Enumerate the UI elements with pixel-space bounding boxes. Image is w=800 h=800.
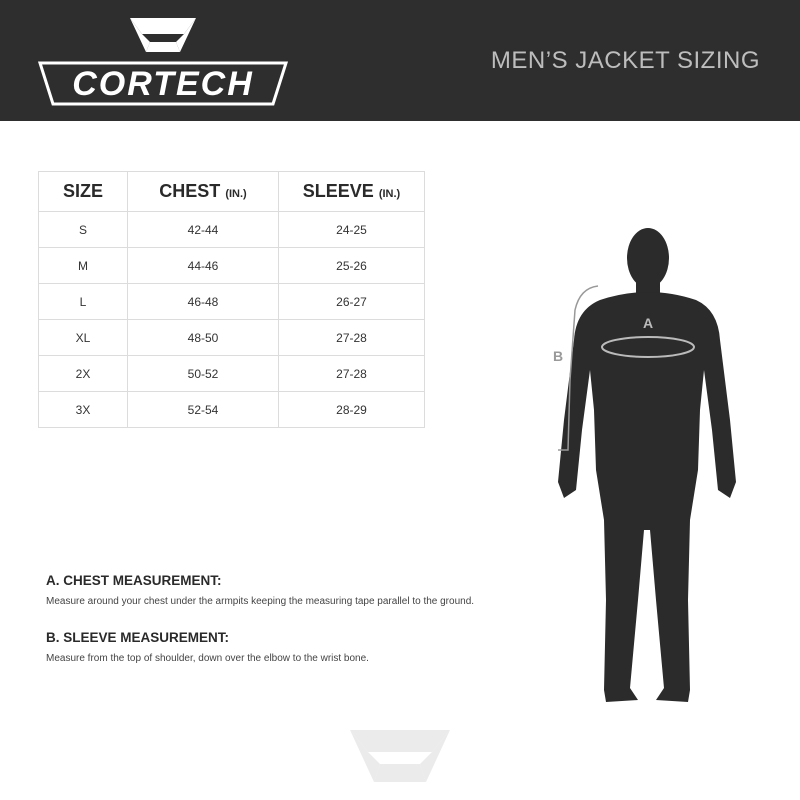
- chest-instructions: A. CHEST MEASUREMENT: Measure around you…: [46, 573, 474, 607]
- sleeve-cell: 24-25: [278, 211, 425, 248]
- cortech-watermark-icon: [350, 730, 450, 782]
- chest-cell: 46-48: [127, 283, 279, 320]
- size-cell: 3X: [38, 391, 128, 428]
- table-row: 3X 52-54 28-29: [38, 391, 425, 428]
- body-silhouette: A B: [553, 228, 736, 702]
- sleeve-cell: 25-26: [278, 247, 425, 284]
- table-row: XL 48-50 27-28: [38, 319, 425, 356]
- size-cell: L: [38, 283, 128, 320]
- sleeve-cell: 27-28: [278, 355, 425, 392]
- header: CORTECH MEN’S JACKET SIZING: [0, 0, 800, 121]
- table-header-row: SIZE CHEST (IN.) SLEEVE (IN.): [38, 171, 425, 212]
- label-a: A: [643, 315, 653, 331]
- sleeve-cell: 26-27: [278, 283, 425, 320]
- svg-text:CORTECH: CORTECH: [72, 65, 254, 103]
- table-row: M 44-46 25-26: [38, 247, 425, 284]
- chest-cell: 50-52: [127, 355, 279, 392]
- table-row: 2X 50-52 27-28: [38, 355, 425, 392]
- sleeve-instructions: B. SLEEVE MEASUREMENT: Measure from the …: [46, 630, 369, 664]
- header-sleeve: SLEEVE (IN.): [278, 171, 425, 212]
- chest-heading: A. CHEST MEASUREMENT:: [46, 573, 222, 588]
- size-cell: S: [38, 211, 128, 248]
- chest-cell: 52-54: [127, 391, 279, 428]
- sleeve-text: Measure from the top of shoulder, down o…: [46, 653, 369, 664]
- page-title: MEN’S JACKET SIZING: [490, 47, 760, 74]
- table-row: L 46-48 26-27: [38, 283, 425, 320]
- chest-cell: 42-44: [127, 211, 279, 248]
- size-table: SIZE CHEST (IN.) SLEEVE (IN.) S 42-44 24-2…: [38, 171, 425, 428]
- size-cell: 2X: [38, 355, 128, 392]
- sleeve-cell: 28-29: [278, 391, 425, 428]
- chest-text: Measure around your chest under the armp…: [46, 596, 475, 607]
- header-size: SIZE: [38, 171, 128, 212]
- label-b: B: [553, 348, 563, 364]
- chest-cell: 44-46: [127, 247, 279, 284]
- cortech-logo: CORTECH: [38, 18, 288, 106]
- table-row: S 42-44 24-25: [38, 211, 425, 248]
- size-cell: M: [38, 247, 128, 284]
- chest-cell: 48-50: [127, 319, 279, 356]
- header-chest: CHEST (IN.): [127, 171, 279, 212]
- size-cell: XL: [38, 319, 128, 356]
- sleeve-heading: B. SLEEVE MEASUREMENT:: [46, 630, 230, 645]
- sleeve-cell: 27-28: [278, 319, 425, 356]
